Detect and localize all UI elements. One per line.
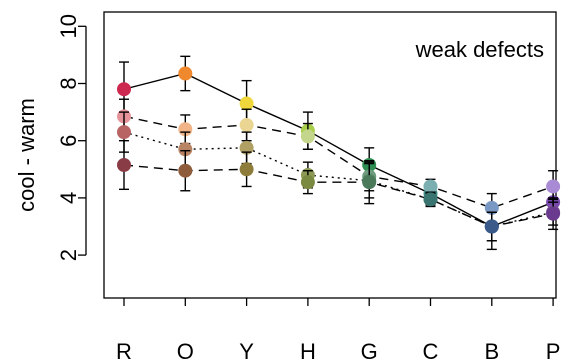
plot-box xyxy=(103,11,557,299)
x-tick-label: O xyxy=(177,339,194,359)
x-tick-label: R xyxy=(116,339,132,359)
data-point xyxy=(546,179,561,194)
y-tick-label: 4 xyxy=(56,192,81,204)
x-tick-label: C xyxy=(423,339,439,359)
x-tick-label: B xyxy=(484,339,499,359)
data-point xyxy=(239,162,254,177)
data-point xyxy=(300,129,315,144)
y-axis-ticks: 2 4 6 8 10 xyxy=(56,14,86,261)
x-tick-label: Y xyxy=(239,339,254,359)
x-tick-label: P xyxy=(546,339,561,359)
y-axis-label: cool - warm xyxy=(14,98,39,212)
x-tick-label: H xyxy=(300,339,316,359)
chart-annotation: weak defects xyxy=(415,37,544,62)
y-tick-label: 10 xyxy=(56,14,81,38)
data-point xyxy=(239,140,254,155)
data-point xyxy=(117,125,131,140)
data-point xyxy=(117,82,131,97)
data-point xyxy=(239,96,254,111)
axes: 2 4 6 8 10 R O Y H G C B P cool - warm weak defects xyxy=(14,11,561,364)
data-point xyxy=(546,206,561,221)
data-point xyxy=(239,117,254,132)
x-tick-label: G xyxy=(361,339,378,359)
y-tick-label: 6 xyxy=(56,135,81,147)
series-4 xyxy=(117,139,561,242)
data-point xyxy=(484,200,499,215)
y-tick-label: 2 xyxy=(56,249,81,261)
data-point xyxy=(117,158,131,173)
series-line xyxy=(123,164,554,228)
y-tick-label: 8 xyxy=(56,77,81,89)
data-point xyxy=(300,175,315,190)
data-point xyxy=(178,142,193,157)
series-line xyxy=(123,115,554,209)
data-point xyxy=(484,219,499,234)
series-layer xyxy=(117,55,561,251)
data-point xyxy=(362,175,377,190)
data-point xyxy=(178,163,193,178)
series-2 xyxy=(117,98,561,223)
series-line xyxy=(123,72,554,228)
data-point xyxy=(423,192,438,207)
data-point xyxy=(423,179,438,194)
data-point xyxy=(178,66,193,81)
